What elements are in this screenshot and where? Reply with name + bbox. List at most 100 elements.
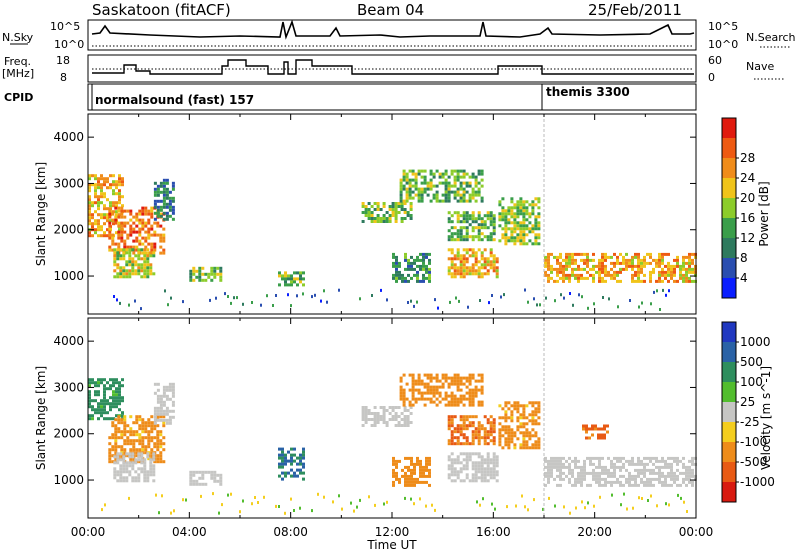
velocity-echo-cell [619,480,622,484]
power-echo-cell [114,206,118,210]
power-echo-cell [471,217,475,221]
velocity-echo-cell [676,462,679,466]
velocity-echo-cell [480,473,484,477]
velocity-echo-cell [162,418,166,422]
power-echo-cell [394,208,398,211]
power-nearrange-cell [617,305,619,309]
velocity-echo-cell [474,476,478,480]
velocity-echo-cell [595,465,598,469]
power-echo-cell [688,267,691,271]
power-echo-cell [103,216,106,220]
velocity-echo-cell [628,477,631,481]
power-echo-cell [417,190,421,194]
power-echo-cell [480,217,484,221]
velocity-nearrange-cell [359,498,361,502]
velocity-echo-cell [582,424,585,428]
power-echo-cell [513,212,517,216]
velocity-echo-cell [691,462,694,466]
velocity-echo-cell [103,384,106,388]
velocity-echo-cell [135,433,139,437]
velocity-echo-cell [474,452,478,456]
velocity-echo-cell [156,400,160,404]
velocity-echo-cell [417,397,421,401]
power-echo-cell [501,233,505,237]
velocity-echo-cell [403,415,407,418]
power-echo-cell [480,169,484,173]
velocity-echo-cell [586,456,589,460]
power-echo-cell [420,187,424,191]
velocity-echo-cell [631,459,634,463]
velocity-echo-cell [471,442,475,446]
velocity-echo-cell [604,480,607,484]
velocity-nearrange-cell [563,505,565,509]
velocity-echo-cell [109,378,112,382]
colorbar-tick-label: 20 [740,191,755,205]
velocity-echo-cell [88,414,91,418]
power-echo-cell [165,205,169,209]
power-echo-cell [477,266,481,270]
velocity-echo-cell [522,437,526,441]
velocity-echo-cell [150,424,154,428]
power-echo-cell [423,175,427,179]
y-tick-label: 3000 [53,176,84,190]
power-echo-cell [528,227,532,231]
power-echo-cell [516,236,520,240]
velocity-echo-cell [373,415,377,418]
velocity-echo-cell [395,459,398,463]
power-echo-cell [477,181,481,185]
power-echo-cell [143,251,147,255]
velocity-echo-cell [114,448,118,452]
power-echo-cell [168,214,172,218]
velocity-nearrange-cell [158,511,160,515]
velocity-echo-cell [425,468,428,472]
velocity-echo-cell [607,456,610,460]
velocity-echo-cell [591,424,594,428]
power-nearrange-cell [128,303,130,307]
velocity-echo-cell [507,443,511,447]
velocity-nearrange-cell [491,502,493,506]
velocity-echo-cell [450,382,454,386]
power-echo-cell [501,218,505,222]
power-echo-cell [553,255,556,259]
power-echo-cell [477,275,481,279]
power-echo-cell [408,187,412,191]
velocity-echo-cell [628,459,631,463]
power-echo-cell [691,252,694,256]
velocity-echo-cell [691,480,694,484]
power-echo-cell [120,209,124,213]
power-echo-cell [598,258,601,262]
power-echo-cell [468,254,472,258]
velocity-echo-cell [456,455,460,459]
velocity-echo-cell [391,409,395,412]
velocity-echo-cell [613,465,616,469]
power-echo-cell [201,278,205,282]
power-echo-cell [382,205,386,208]
velocity-echo-cell [450,430,454,434]
velocity-echo-cell [507,407,511,411]
power-echo-cell [453,169,457,173]
power-echo-cell [409,217,413,220]
power-echo-cell [143,263,147,267]
power-echo-cell [138,239,142,243]
power-echo-cell [519,206,523,210]
power-echo-cell [398,273,401,277]
velocity-echo-cell [664,483,667,487]
velocity-echo-cell [414,397,418,401]
velocity-echo-cell [425,465,428,469]
power-echo-cell [108,224,112,228]
power-echo-cell [649,276,652,280]
power-echo-cell [447,199,451,203]
power-echo-cell [447,193,451,197]
power-echo-cell [399,187,403,191]
velocity-echo-cell [483,476,487,480]
velocity-echo-cell [477,476,481,480]
power-echo-cell [492,226,496,230]
velocity-nearrange-cell [524,505,526,509]
power-echo-cell [150,227,154,231]
power-echo-cell [610,255,613,259]
power-echo-cell [426,193,430,197]
velocity-echo-cell [216,479,220,483]
velocity-echo-cell [673,480,676,484]
velocity-echo-cell [453,403,457,407]
power-echo-cell [459,257,463,261]
